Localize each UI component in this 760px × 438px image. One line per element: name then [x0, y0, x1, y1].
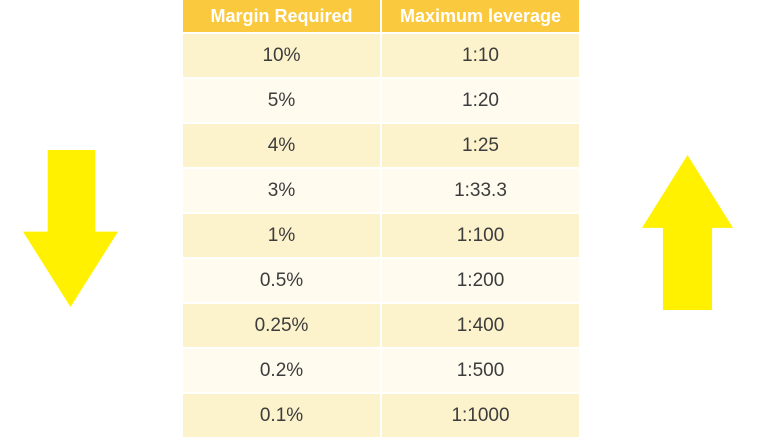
table-cell-leverage: 1:1000 — [382, 394, 579, 437]
table-cell-leverage: 1:25 — [382, 124, 579, 167]
header-maximum-leverage: Maximum leverage — [382, 0, 579, 32]
table-cell-leverage: 1:20 — [382, 79, 579, 122]
table-row: 0.5% 1:200 — [183, 259, 579, 302]
table-row: 0.25% 1:400 — [183, 304, 579, 347]
table-row: 3% 1:33.3 — [183, 169, 579, 212]
table-cell-leverage: 1:400 — [382, 304, 579, 347]
table-cell-margin: 0.25% — [183, 304, 380, 347]
table-cell-margin: 1% — [183, 214, 380, 257]
table-header-row: Margin Required Maximum leverage — [183, 0, 579, 32]
table-row: 5% 1:20 — [183, 79, 579, 122]
table-row: 0.1% 1:1000 — [183, 394, 579, 437]
table-cell-leverage: 1:100 — [382, 214, 579, 257]
table-cell-margin: 3% — [183, 169, 380, 212]
table-cell-leverage: 1:200 — [382, 259, 579, 302]
table-row: 1% 1:100 — [183, 214, 579, 257]
table-cell-margin: 0.1% — [183, 394, 380, 437]
table-cell-margin: 0.2% — [183, 349, 380, 392]
table-cell-margin: 0.5% — [183, 259, 380, 302]
up-arrow-icon — [642, 155, 733, 310]
table-cell-leverage: 1:500 — [382, 349, 579, 392]
header-margin-required: Margin Required — [183, 0, 380, 32]
table-cell-margin: 4% — [183, 124, 380, 167]
margin-leverage-table: Margin Required Maximum leverage 10% 1:1… — [183, 0, 579, 437]
table-cell-leverage: 1:33.3 — [382, 169, 579, 212]
table-row: 4% 1:25 — [183, 124, 579, 167]
table-cell-leverage: 1:10 — [382, 34, 579, 77]
table-cell-margin: 5% — [183, 79, 380, 122]
table-row: 0.2% 1:500 — [183, 349, 579, 392]
table-cell-margin: 10% — [183, 34, 380, 77]
table-row: 10% 1:10 — [183, 34, 579, 77]
down-arrow-icon — [23, 150, 118, 307]
